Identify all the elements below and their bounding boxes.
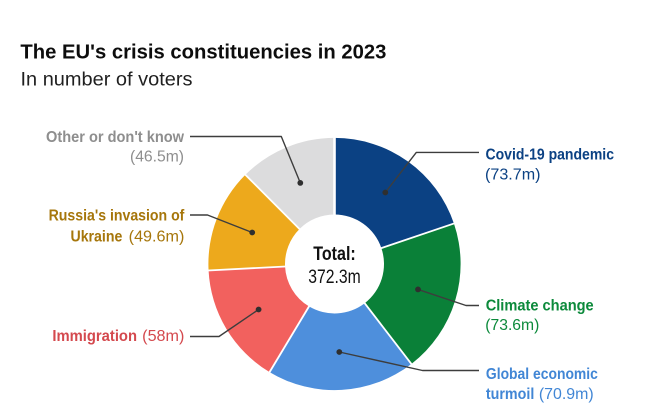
svg-text:(73.7m): (73.7m) (485, 166, 541, 183)
svg-text:In number of voters: In number of voters (21, 70, 193, 91)
svg-text:(58m): (58m) (142, 328, 184, 345)
svg-text:Climate change: Climate change (486, 297, 594, 314)
svg-text:Covid-19 pandemic: Covid-19 pandemic (486, 146, 615, 163)
svg-text:(46.5m): (46.5m) (130, 149, 184, 166)
svg-text:The EU's crisis constituencies: The EU's crisis constituencies in 2023 (20, 41, 386, 64)
svg-text:Ukraine: Ukraine (71, 228, 123, 245)
svg-text:(70.9m): (70.9m) (539, 386, 594, 403)
svg-text:Total:: Total: (313, 244, 356, 265)
svg-text:Global economic: Global economic (486, 366, 598, 383)
svg-text:(73.6m): (73.6m) (485, 317, 539, 334)
svg-text:372.3m: 372.3m (308, 267, 360, 288)
svg-text:turmoil: turmoil (486, 386, 534, 403)
svg-text:Other or don't know: Other or don't know (46, 129, 185, 146)
svg-text:(49.6m): (49.6m) (129, 228, 185, 245)
svg-text:Immigration: Immigration (52, 328, 137, 345)
svg-text:Russia's invasion of: Russia's invasion of (49, 208, 185, 225)
